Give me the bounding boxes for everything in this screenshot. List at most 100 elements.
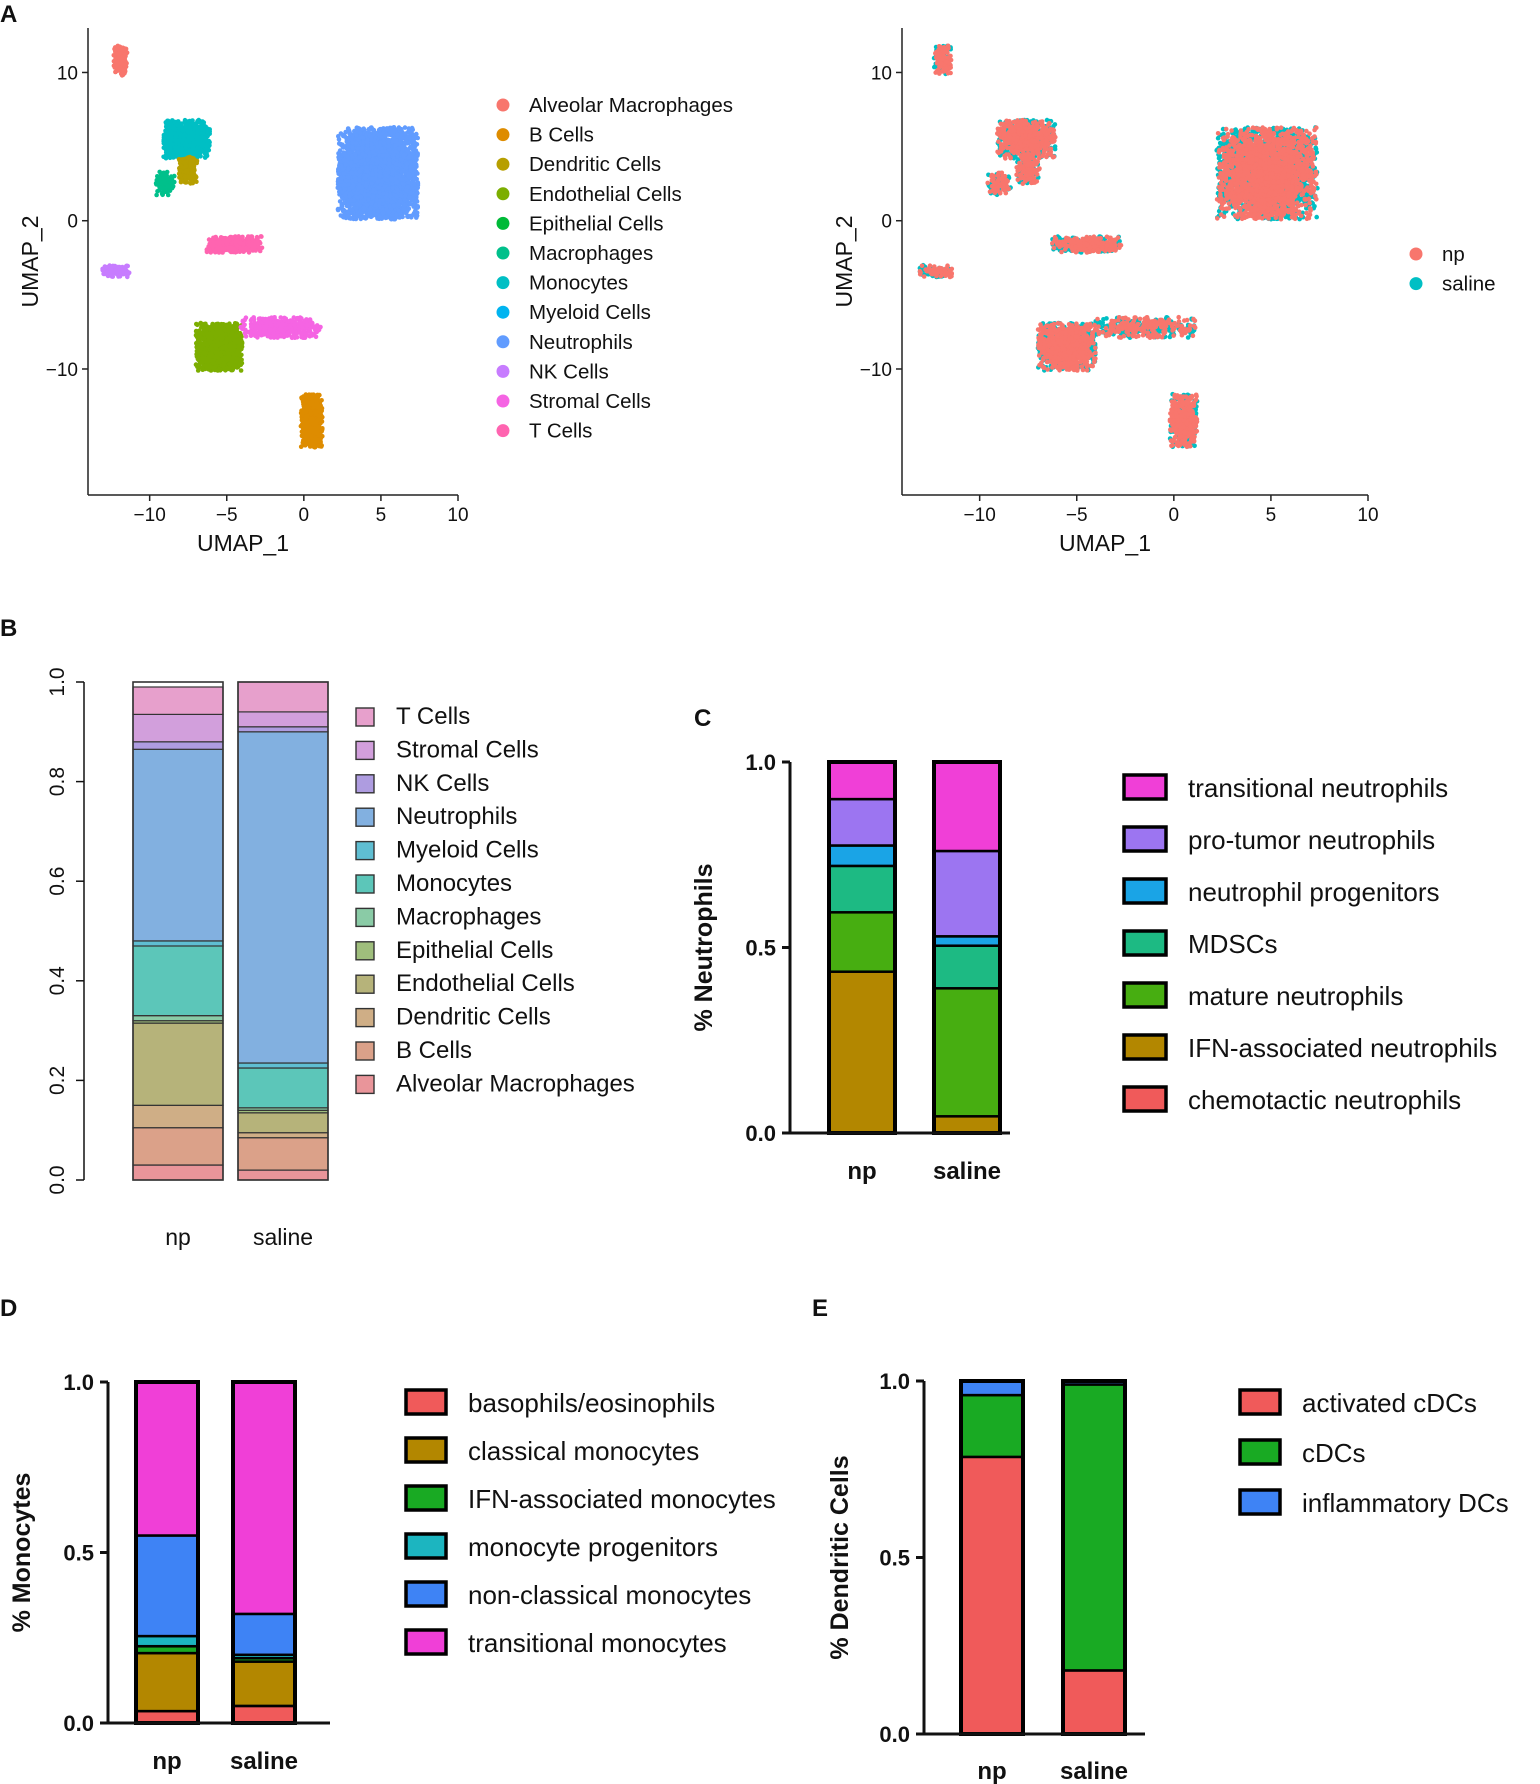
umap-point [120,54,125,60]
umap-point [111,53,117,58]
umap-point [342,182,348,188]
umap-point [183,143,189,148]
umap-point [166,153,171,159]
umap-point [345,214,351,220]
umap-point [370,171,375,177]
umap-point [409,144,415,149]
umap-point [341,200,347,206]
umap-point [362,207,367,212]
umap-point [188,158,194,163]
umap-point [204,146,210,152]
umap-point [371,129,377,135]
umap-point [360,152,365,157]
umap-point [395,187,400,192]
umap-point [186,136,191,141]
umap-point [336,171,342,176]
umap-point [161,145,167,150]
umap-point [198,154,203,159]
panel-label-c: C [694,705,711,732]
panel-label-d: D [0,1295,17,1322]
umap-point [391,152,397,157]
umap-point [372,138,377,143]
umap-point [357,169,362,175]
umap-point [354,202,360,207]
umap-point [175,146,180,151]
umap-point [375,209,381,214]
umap-point [389,176,394,182]
umap-point [194,147,199,152]
umap-point [414,176,420,182]
umap-point [350,145,355,151]
umap-point [414,164,419,169]
umap-point [121,68,127,73]
umap-point [393,176,398,182]
umap-point [392,128,397,134]
umap-point [367,133,373,139]
umap-point [169,153,175,158]
umap-point [344,154,350,159]
umap-point [363,183,369,188]
umap-point [369,176,374,181]
umap-points-umap_celltype [100,43,421,450]
panel-label-a: A [0,1,17,28]
umap-point [396,208,401,214]
umap-point [398,198,403,204]
umap-point [204,137,209,143]
umap-point [346,140,352,146]
umap-point [192,123,197,129]
umap-point [168,143,173,148]
umap-point [408,201,413,207]
umap-point [341,207,347,213]
umap-point [413,154,419,160]
umap-point [404,161,410,167]
umap-point [394,138,399,143]
umap-point [336,134,341,139]
umap-point [120,71,125,77]
umap-point [359,158,365,164]
umap-point [341,171,347,176]
umap-point [367,154,372,159]
umap-point [343,162,349,167]
umap-point [400,144,406,149]
umap-point [341,157,347,163]
umap-point [185,174,190,179]
umap-point [114,59,120,64]
umap-point [370,149,376,155]
umap-point [338,213,344,218]
umap-point [406,174,412,180]
umap-point [382,176,388,182]
umap-point [364,139,370,145]
umap-point [169,122,174,128]
umap-point [200,143,205,149]
panel-label-b: B [0,615,17,642]
umap-point [164,176,169,181]
umap-point [393,143,399,148]
umap-point [364,202,370,208]
umap-point [377,126,383,132]
umap-point [191,142,197,147]
umap-point [362,175,368,181]
umap-point [164,169,170,175]
umap-point [365,168,370,174]
umap-point [354,195,360,200]
umap-point [358,216,364,222]
umap-point [158,181,163,186]
umap-point [205,126,210,132]
umap-point [412,140,418,146]
umap-point [404,210,409,216]
umap-point [403,188,409,193]
umap-point [411,135,417,141]
umap-point [373,176,378,182]
umap-point [408,168,413,173]
umap-point [185,148,191,154]
umap-point [401,152,407,158]
umap-point [342,192,348,198]
umap-point [346,175,351,180]
umap-point [402,202,408,208]
umap-point [375,144,381,150]
umap-point [357,177,362,183]
umap-point [192,175,197,181]
umap-point [386,144,391,149]
umap-point [360,135,366,140]
